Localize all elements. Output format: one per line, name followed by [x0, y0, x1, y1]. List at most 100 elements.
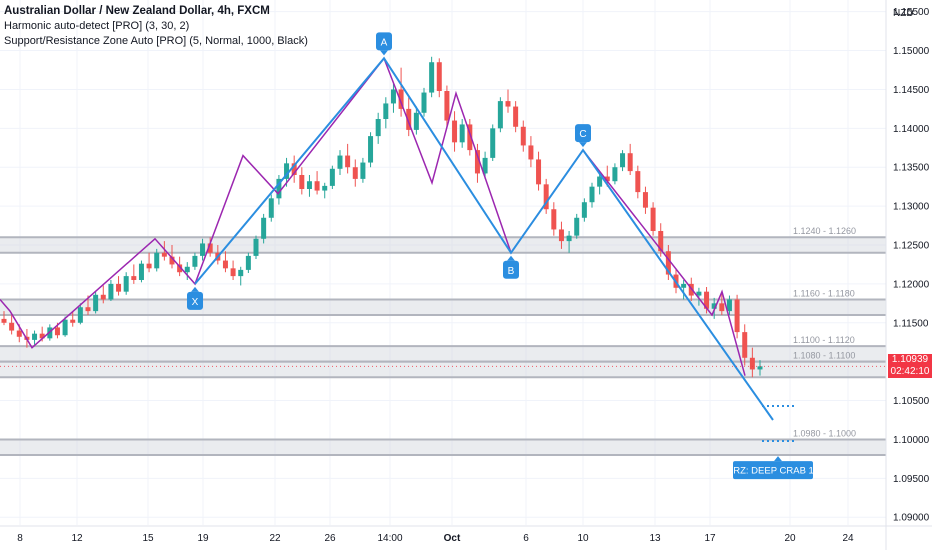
candle-body [459, 124, 465, 143]
pattern-point-b[interactable]: B [503, 255, 519, 279]
candle-body [192, 255, 198, 267]
price-tick-label: 1.14000 [893, 124, 930, 135]
indicator-sr-zone-label[interactable]: Support/Resistance Zone Auto [PRO] (5, N… [4, 35, 308, 47]
candle-body [238, 269, 244, 277]
candle-body [589, 186, 595, 203]
time-tick-label: 13 [649, 533, 661, 544]
candle-body [620, 153, 626, 168]
price-tick-label: 1.10000 [893, 435, 930, 446]
candle-body [16, 330, 22, 337]
time-tick-label: 6 [523, 533, 529, 544]
point-badge [376, 32, 392, 51]
time-tick-label: 8 [17, 533, 23, 544]
price-tick-label: 1.12000 [893, 279, 930, 290]
candle-body [207, 243, 213, 253]
support-resistance-zones: 1.1240 - 1.1260 1.1160 - 1.1180 1.1100 - 1… [0, 226, 886, 456]
candle-body [452, 120, 458, 143]
prz-label[interactable]: PRZ: DEEP CRAB 18 [727, 456, 819, 480]
candle-body [161, 252, 167, 257]
sr-zone-label: 1.1240 - 1.1260 [793, 226, 856, 236]
sr-zone-band [0, 346, 886, 362]
time-axis[interactable]: 8 12 15 19 22 26 14:00 Oct 6 10 13 17 20 24 [0, 525, 932, 544]
symbol-title[interactable]: Australian Dollar / New Zealand Dollar, … [4, 5, 270, 17]
candle-body [100, 294, 106, 300]
candle-body [635, 171, 641, 193]
candle-body [123, 276, 129, 292]
point-badge-arrow [579, 142, 587, 148]
candle-body [245, 255, 251, 270]
bar-countdown: 02:42:10 [890, 366, 930, 378]
candle-body [375, 119, 381, 137]
price-tick-label: 1.10500 [893, 396, 930, 407]
candle-body [70, 319, 76, 323]
candle-body [345, 155, 351, 168]
pattern-point-x[interactable]: X [187, 286, 203, 310]
candle-body [77, 307, 83, 323]
time-tick-label: 14:00 [377, 533, 402, 544]
time-tick-label: 15 [142, 533, 154, 544]
candle-body [421, 92, 427, 113]
candle-body [505, 101, 511, 107]
candle-body [696, 291, 702, 296]
candle-body [490, 128, 496, 158]
candle-body [390, 89, 396, 104]
candle-body [574, 217, 580, 236]
price-tick-label: 1.13500 [893, 163, 930, 174]
candle-body [54, 327, 60, 336]
candlestick-series [1, 56, 763, 378]
candle-body [146, 263, 152, 269]
candle-body [169, 256, 175, 265]
price-tick-label: 1.09000 [893, 513, 930, 524]
candle-body [406, 108, 412, 130]
xabcd-pattern-line [194, 56, 774, 421]
pattern-point-c[interactable]: C [575, 124, 591, 148]
time-tick-label: 19 [197, 533, 209, 544]
harmonic-pattern: X A B C PRZ: DEEP CRAB 18 [0, 32, 886, 480]
candle-body [360, 162, 366, 179]
indicator-harmonic-label[interactable]: Harmonic auto-detect [PRO] (3, 30, 2) [4, 20, 190, 32]
candle-body [184, 266, 190, 273]
candle-body [62, 319, 68, 336]
candle-body [116, 283, 122, 292]
candle-body [742, 332, 748, 358]
candle-body [200, 243, 206, 256]
sr-zone-label: 1.1160 - 1.1180 [793, 288, 855, 298]
candle-body [612, 167, 618, 182]
candle-body [268, 198, 274, 218]
price-tick-label: 1.15000 [893, 46, 930, 57]
zigzag-line [0, 56, 746, 376]
candle-body [131, 276, 137, 280]
candle-body [543, 184, 549, 210]
chart-legend: Australian Dollar / New Zealand Dollar, … [4, 4, 308, 49]
sr-zone-label: 1.1100 - 1.1120 [793, 335, 855, 345]
sr-zone-band [0, 299, 886, 315]
candle-body [513, 106, 519, 127]
candle-body [597, 176, 603, 187]
candle-body [261, 217, 267, 239]
point-label: A [381, 37, 388, 48]
point-badge [575, 124, 591, 143]
point-badge [187, 291, 203, 310]
sr-zone-label: 1.0980 - 1.1000 [793, 428, 856, 438]
time-tick-label: 20 [784, 533, 796, 544]
candle-body [383, 103, 389, 119]
candle-body [520, 126, 526, 146]
candle-body [284, 163, 290, 179]
pattern-point-a[interactable]: A [376, 32, 392, 56]
candle-body [306, 181, 312, 189]
candle-body [436, 62, 442, 91]
time-tick-label: Oct [444, 533, 461, 544]
candle-body [711, 303, 717, 309]
candle-body [726, 299, 732, 312]
candle-body [528, 145, 534, 160]
candle-body [627, 153, 633, 172]
candle-body [757, 366, 763, 370]
candle-body [681, 283, 687, 288]
sr-zone-band [0, 439, 886, 455]
candle-body [93, 294, 99, 312]
sr-zone-band [0, 361, 886, 378]
price-tick-label: 1.11500 [893, 318, 929, 329]
point-label: C [579, 129, 586, 140]
